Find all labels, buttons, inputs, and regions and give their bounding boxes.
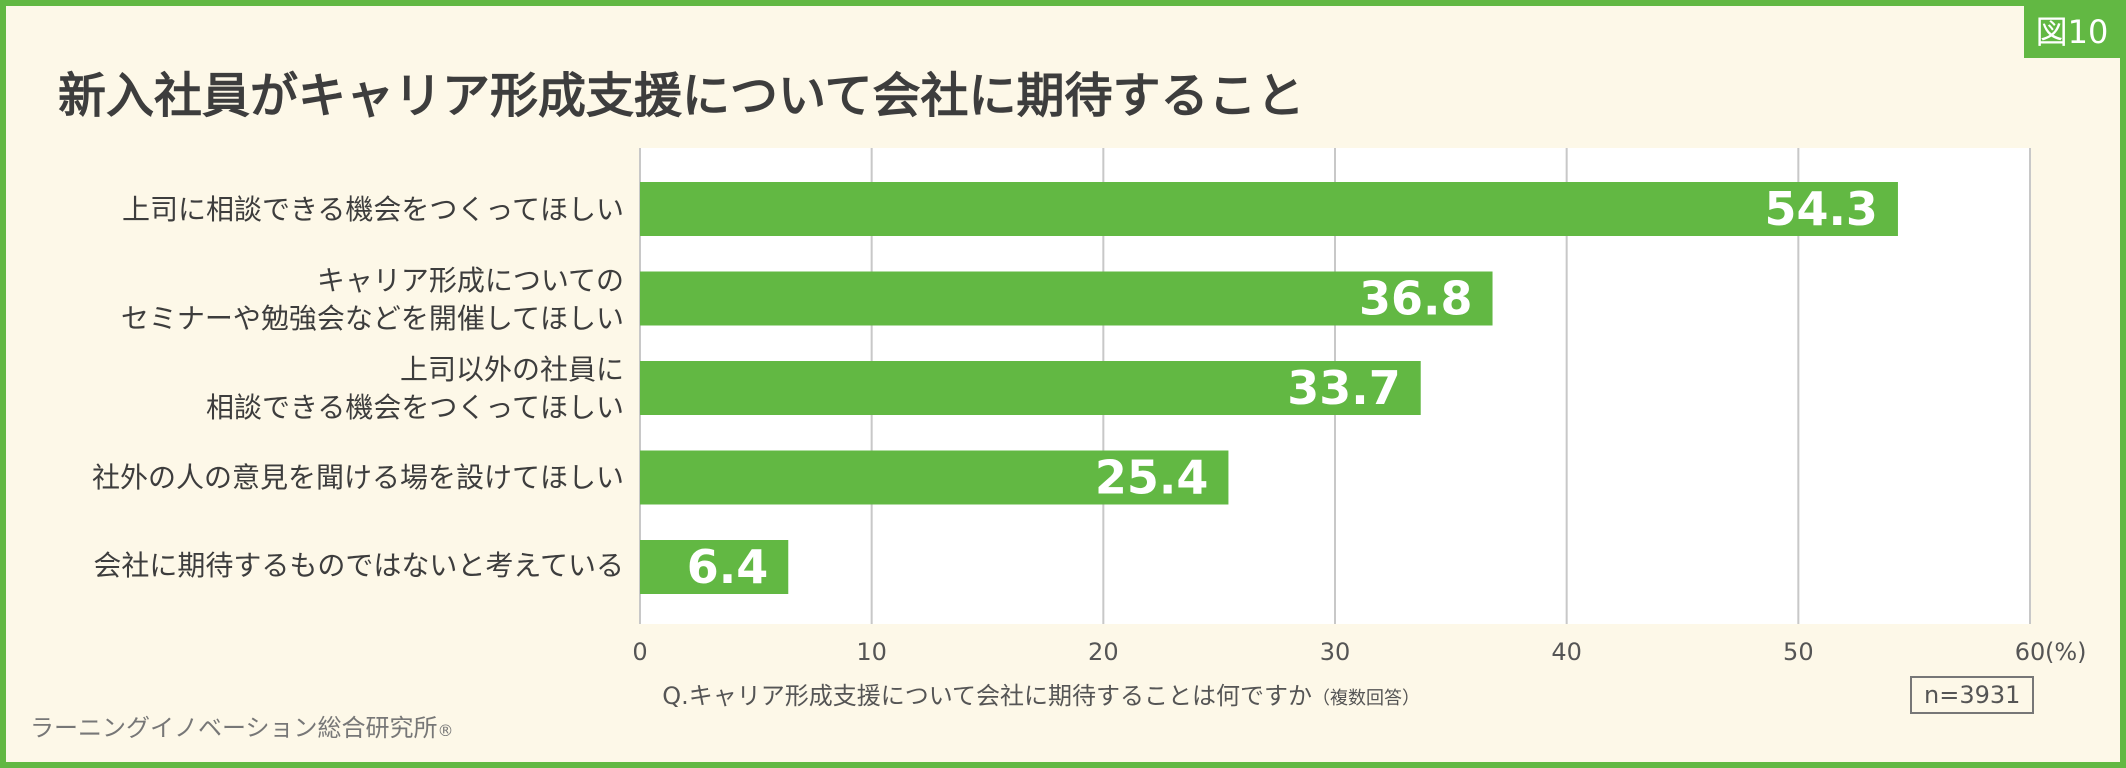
- category-label: 社外の人の意見を聞ける場を設けてほしい: [92, 459, 624, 497]
- chart-title: 新入社員がキャリア形成支援について会社に期待すること: [58, 68, 1305, 124]
- bar: [640, 271, 1493, 326]
- sample-size-badge: n=3931: [1910, 676, 2035, 714]
- figure-number-badge: 図10: [2024, 6, 2120, 58]
- category-label: 上司に相談できる機会をつくってほしい: [122, 191, 624, 229]
- question-text: Q.キャリア形成支援について会社に期待することは何ですか: [662, 682, 1312, 710]
- bar-value-label: 33.7: [1287, 361, 1401, 415]
- category-label-line: 上司以外の社員に: [399, 353, 624, 386]
- x-tick-label: 30: [1320, 638, 1351, 666]
- x-tick-label: 40: [1551, 638, 1582, 666]
- x-tick-label: 0: [632, 638, 647, 666]
- x-tick-label: 60: [2015, 638, 2046, 666]
- x-tick-label: 20: [1088, 638, 1119, 666]
- x-unit-label: (%): [2045, 638, 2087, 666]
- x-tick-label: 10: [856, 638, 887, 666]
- question-note: （複数回答）: [1312, 688, 1420, 709]
- category-label-line: 会社に期待するものではないと考えている: [93, 549, 624, 582]
- category-label-line: セミナーや勉強会などを開催してほしい: [120, 302, 624, 335]
- source-credit: ラーニングイノベーション総合研究所®: [30, 708, 454, 743]
- registered-mark: ®: [437, 721, 454, 740]
- bar-value-label: 54.3: [1764, 182, 1878, 236]
- category-label-line: 上司に相談できる機会をつくってほしい: [121, 193, 624, 226]
- bar-value-label: 6.4: [687, 540, 769, 594]
- source-name: ラーニングイノベーション総合研究所: [30, 714, 438, 742]
- category-label-line: キャリア形成についての: [316, 264, 624, 297]
- category-label-line: 社外の人の意見を聞ける場を設けてほしい: [91, 461, 624, 494]
- bar: [640, 182, 1898, 236]
- x-tick-label: 50: [1783, 638, 1814, 666]
- bar-value-label: 36.8: [1359, 272, 1473, 326]
- bar: [640, 361, 1421, 415]
- category-label: 会社に期待するものではないと考えている: [93, 547, 624, 585]
- survey-question: Q.キャリア形成支援について会社に期待することは何ですか（複数回答）: [662, 676, 1420, 711]
- bar: [640, 540, 789, 594]
- category-label: キャリア形成についての セミナーや勉強会などを開催してほしい: [121, 262, 624, 338]
- category-label: 上司以外の社員に 相談できる機会をつくってほしい: [206, 351, 624, 427]
- bar: [640, 450, 1229, 505]
- category-label-line: 相談できる機会をつくってほしい: [205, 391, 624, 424]
- bar-value-label: 25.4: [1095, 451, 1209, 505]
